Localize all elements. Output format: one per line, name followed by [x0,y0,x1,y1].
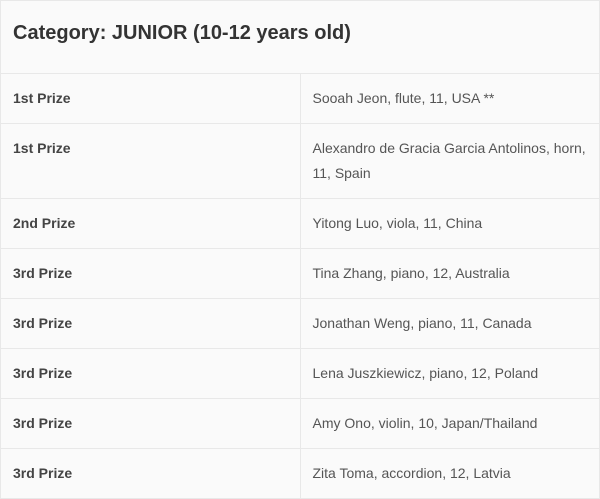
table-row: 3rd Prize Zita Toma, accordion, 12, Latvi… [0,448,600,499]
category-header-row: Category: JUNIOR (10-12 years old) [0,0,600,74]
winner-cell: Lena Juszkiewicz, piano, 12, Poland [299,348,600,399]
prize-cell: 3rd Prize [0,248,301,299]
table-row: 1st Prize Alexandro de Gracia Garcia Anto… [0,123,600,199]
prize-cell: 3rd Prize [0,398,301,449]
prize-cell: 2nd Prize [0,198,301,249]
table-row: 3rd Prize Tina Zhang, piano, 12, Australi… [0,248,600,299]
table-row: 1st Prize Sooah Jeon, flute, 11, USA ** [0,73,600,124]
winner-cell: Tina Zhang, piano, 12, Australia [299,248,600,299]
winner-cell: Sooah Jeon, flute, 11, USA ** [299,73,600,124]
prize-cell: 3rd Prize [0,298,301,349]
winner-cell: Zita Toma, accordion, 12, Latvia [299,448,600,499]
table-row: 3rd Prize Lena Juszkiewicz, piano, 12, Po… [0,348,600,399]
category-title: Category: JUNIOR (10-12 years old) [0,0,600,74]
prize-cell: 1st Prize [0,123,301,199]
winner-cell: Alexandro de Gracia Garcia Antolinos, ho… [299,123,600,199]
table-row: 2nd Prize Yitong Luo, viola, 11, China [0,198,600,249]
results-body: 1st Prize Sooah Jeon, flute, 11, USA ** 1s… [0,73,600,499]
winner-cell: Jonathan Weng, piano, 11, Canada [299,298,600,349]
winner-cell: Amy Ono, violin, 10, Japan/Thailand [299,398,600,449]
prize-cell: 3rd Prize [0,348,301,399]
table-row: 3rd Prize Jonathan Weng, piano, 11, Canad… [0,298,600,349]
winner-cell: Yitong Luo, viola, 11, China [299,198,600,249]
table-row: 3rd Prize Amy Ono, violin, 10, Japan/Thai… [0,398,600,449]
prize-cell: 1st Prize [0,73,301,124]
prize-cell: 3rd Prize [0,448,301,499]
